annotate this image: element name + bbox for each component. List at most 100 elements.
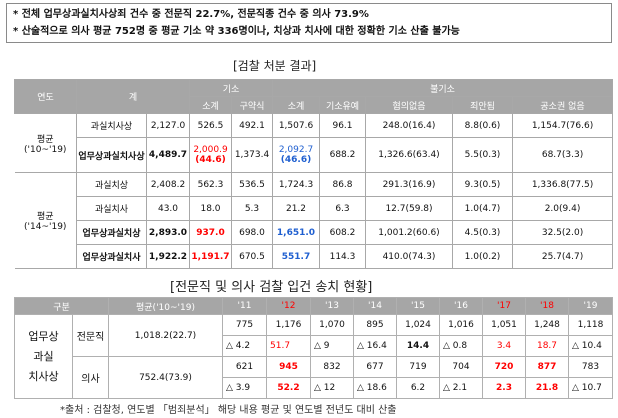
row-label: 업무상과실치사	[76, 244, 147, 269]
cell-subtotal: 562.3	[189, 172, 232, 197]
note-line: * 산술적으로 의사 평균 752명 중 평균 기소 약 336명이나, 치상과…	[13, 26, 460, 37]
cell-no-suspicion: 291.3(16.9)	[365, 172, 453, 197]
cell-change: 51.7	[266, 335, 311, 357]
notes-box: * 전체 업무상과실치사상죄 건수 중 전문직 22.7%, 전문직종 건수 중…	[6, 3, 612, 43]
cell-value: 2,000.9	[193, 145, 228, 155]
cell-change: 52.2	[266, 377, 311, 399]
cell-percent: (46.6)	[280, 155, 312, 165]
table-row: 과실치사 43.0 18.0 5.3 21.2 6.3 12.7(59.8) 1…	[15, 196, 614, 221]
cell-subtotal-highlight: 551.7	[272, 244, 320, 269]
year-period: ('14~'19)	[24, 222, 67, 232]
cell-no-suspicion: 1,001.2(60.6)	[365, 220, 453, 245]
cell-change: △ 16.4	[353, 335, 397, 357]
cell-no-suspicion: 12.7(59.8)	[365, 196, 453, 221]
cell-value: 1,051	[482, 314, 526, 336]
header-average: 평균('10~'19)	[108, 297, 223, 315]
header-total: 계	[76, 79, 190, 114]
header-prosecuted: 기소	[189, 79, 273, 97]
cell-detention: 698.0	[231, 220, 273, 245]
cell-value: 2,092.7	[278, 145, 314, 155]
header-category: 구분	[14, 297, 109, 315]
header-no-suspicion: 혐의없음	[365, 96, 453, 114]
cell-value: 775	[222, 314, 267, 336]
cell-total: 4,489.7	[146, 137, 190, 173]
header-year: '15	[396, 297, 440, 315]
cell-change: 6.2	[396, 377, 440, 399]
header-year: 연도	[14, 79, 77, 114]
cell-detention: 5.3	[231, 196, 273, 221]
header-suspension: 기소유예	[319, 96, 366, 114]
cell-suspension: 96.1	[319, 113, 366, 138]
cell-no-right: 9.3(0.5)	[452, 172, 513, 197]
cell-total: 43.0	[146, 196, 190, 221]
header-no-right: 죄안됨	[452, 96, 513, 114]
header-year: '17	[482, 297, 526, 315]
cell-no-jurisdiction: 1,154.7(76.6)	[511, 113, 614, 138]
cell-suspension: 6.3	[319, 196, 366, 221]
cell-percent: (44.6)	[195, 155, 226, 165]
table-row: 평균 ('14~'19) 과실치상 2,408.2 562.3 536.5 1,…	[14, 172, 614, 269]
cell-value: 677	[353, 356, 397, 378]
cell-no-right: 4.5(0.3)	[452, 220, 513, 245]
header-year: '18	[525, 297, 569, 315]
row-label: 과실치사	[76, 196, 147, 221]
cell-detention: 492.1	[231, 113, 273, 138]
cell-total: 2,408.2	[146, 172, 190, 197]
table-row: 업무상과실치사 1,922.2 1,191.7 670.5 551.7 114.…	[15, 244, 614, 269]
cell-change: △ 10.7	[568, 377, 613, 399]
cell-value: 704	[439, 356, 483, 378]
cell-value: 1,016	[439, 314, 483, 336]
cell-value: 621	[222, 356, 267, 378]
cell-no-jurisdiction: 1,336.8(77.5)	[511, 172, 614, 197]
cell-no-jurisdiction: 68.7(3.3)	[511, 137, 614, 173]
year-label: 평균	[36, 212, 54, 222]
cell-value: 1,176	[266, 314, 311, 336]
cell-value: 783	[568, 356, 613, 378]
cell-subtotal-highlight: 2,092.7 (46.6)	[272, 137, 320, 173]
cell-change: 2.3	[482, 377, 526, 399]
header-year: '13	[310, 297, 354, 315]
table-row: 업무상 과실 치사상 전문직 1,018.2(22.7) 775 1,176 1…	[14, 314, 613, 399]
cell-value: 895	[353, 314, 397, 336]
cell-subtotal: 21.2	[272, 196, 320, 221]
cell-change: 21.8	[525, 377, 569, 399]
cell-value: 1,248	[525, 314, 569, 336]
header-not-prosecuted: 불기소	[271, 79, 614, 97]
cell-change: 18.7	[525, 335, 569, 357]
cell-total: 2,127.0	[146, 113, 190, 138]
cell-suspension: 114.3	[319, 244, 366, 269]
header-year: '16	[439, 297, 483, 315]
table-row: △ 4.2 51.7 △ 9 △ 16.4 14.4 △ 0.8 3.4 18.…	[15, 335, 613, 357]
cell-subtotal-highlight: 937.0	[189, 220, 232, 245]
cell-change: △ 18.6	[353, 377, 397, 399]
table-row: 의사 752.4(73.9) 621 945 832 677 719 704 7…	[15, 356, 613, 399]
cell-no-suspicion: 248.0(16.4)	[365, 113, 453, 138]
cell-no-right: 1.0(0.2)	[452, 244, 513, 269]
side-label-line: 치사상	[28, 369, 59, 383]
cell-average: 1,018.2(22.7)	[108, 314, 223, 357]
side-label-line: 과실	[33, 349, 54, 363]
cell-change: △ 2.1	[439, 377, 483, 399]
cell-change: 14.4	[396, 335, 440, 357]
year-cell: 평균 ('14~'19)	[14, 172, 77, 269]
row-label: 과실치상	[76, 172, 147, 197]
cell-average: 752.4(73.9)	[108, 356, 223, 399]
header-subtotal: 소계	[189, 96, 232, 114]
cell-value: 1,070	[310, 314, 354, 336]
cell-subtotal: 1,724.3	[272, 172, 320, 197]
cell-change: 3.4	[482, 335, 526, 357]
header-no-jurisdiction: 공소권 없음	[511, 96, 614, 114]
cell-no-jurisdiction: 32.5(2.0)	[511, 220, 614, 245]
cell-subtotal-highlight: 1,651.0	[272, 220, 320, 245]
table-row: 업무상과실치사상 4,489.7 2,000.9 (44.6) 1,373.4 …	[15, 137, 614, 173]
header-year: '11	[222, 297, 267, 315]
side-label-line: 업무상	[28, 329, 59, 343]
source-note: *출처 : 검찰청, 연도별 「범죄분석」 해당 내용 평균 및 연도별 전년도…	[60, 405, 397, 416]
note-line: * 전체 업무상과실치사상죄 건수 중 전문직 22.7%, 전문직종 건수 중…	[13, 9, 369, 20]
table2-caption: [전문직 및 의사 검찰 입건 송치 현황]	[170, 280, 373, 295]
cell-no-right: 1.0(4.7)	[452, 196, 513, 221]
year-period: ('10~'19)	[24, 144, 67, 155]
cell-no-jurisdiction: 2.0(9.4)	[511, 196, 614, 221]
cell-no-right: 8.8(0.6)	[452, 113, 513, 138]
cell-change: △ 12	[310, 377, 354, 399]
